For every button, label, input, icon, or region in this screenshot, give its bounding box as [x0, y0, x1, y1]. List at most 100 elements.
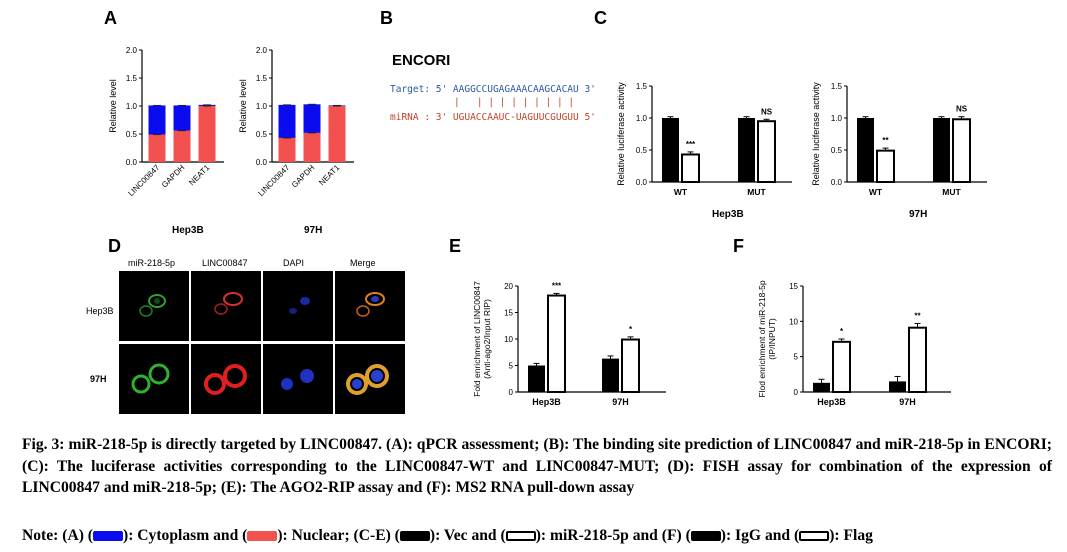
- x-tick-label: LINC00847: [256, 163, 291, 198]
- figure-caption: Fig. 3: miR-218-5p is directly targeted …: [22, 436, 1052, 496]
- fish-col-linc00847: LINC00847: [202, 258, 248, 268]
- panel-c-97h-chart: 0.0 0.5 1.0 1.5 Relative luciferase activity…: [811, 82, 987, 197]
- y-tick-label: 0.5: [256, 130, 268, 139]
- bar-nuclear: [198, 106, 216, 162]
- significance-label: *: [629, 325, 633, 334]
- panel-letter-c: C: [594, 8, 607, 28]
- bar-cytoplasm: [148, 105, 166, 135]
- y-tick-label: 0.0: [636, 178, 648, 187]
- y-tick-label: 10: [789, 317, 798, 326]
- x-tick-label: Hep3B: [817, 397, 846, 407]
- bar-treatment: [832, 340, 851, 393]
- flag-swatch: [799, 531, 830, 541]
- bar-control: [933, 118, 950, 182]
- y-tick-label: 0.0: [831, 178, 843, 187]
- bar-control: [738, 118, 755, 182]
- panel-a-hep3b-chart: 0.0 0.5 1.0 1.5 2.0 Relative level LINC00847GA…: [108, 46, 224, 198]
- mirna-sequence: miRNA : 3' UGUACCAAUC-UAGUUCGUGUU 5': [390, 112, 596, 123]
- y-tick-label: 1.0: [831, 114, 843, 123]
- y-tick-label: 0: [794, 388, 799, 397]
- bar-treatment: [952, 118, 971, 183]
- bar-control: [602, 358, 619, 392]
- fish-97h-linc00847-image: [191, 344, 261, 414]
- panel-letter-a: A: [104, 8, 117, 28]
- bar-treatment: [757, 120, 776, 183]
- panel-a-97h-chart: 0.0 0.5 1.0 1.5 2.0 Relative level LINC00847GA…: [238, 46, 354, 198]
- y-tick-label: 1.5: [256, 74, 268, 83]
- y-axis-label: Fold enrichment of LINC00847: [472, 281, 482, 397]
- y-tick-label: 5: [794, 353, 799, 362]
- y-axis-label: Relative level: [108, 79, 118, 133]
- y-tick-label: 1.0: [126, 102, 138, 111]
- panel-letter-b: B: [380, 8, 393, 28]
- fish-hep3b-merge-image: [335, 271, 405, 341]
- target-sequence: Target: 5' AAGGCCUGAGAAACAAGCACAU 3': [390, 84, 596, 95]
- pairing-lines: | | | | | | | | | |: [454, 97, 575, 108]
- x-tick-label: NEAT1: [317, 163, 342, 188]
- bar-nuclear: [173, 130, 191, 162]
- significance-label: **: [914, 311, 921, 320]
- y-tick-label: 0: [509, 388, 514, 397]
- x-tick-label: 97H: [899, 397, 916, 407]
- bar-nuclear: [303, 132, 321, 162]
- significance-label: ***: [552, 281, 562, 290]
- bar-control: [889, 381, 906, 392]
- bar-control: [662, 118, 679, 182]
- y-axis-label: Flod enrichment of miR-218-5p: [757, 280, 767, 397]
- bar-control: [528, 365, 545, 392]
- x-tick-label: GAPDH: [290, 163, 317, 190]
- panel-a-hep3b-group-label: Hep3B: [172, 225, 204, 236]
- y-tick-label: 0.5: [636, 146, 648, 155]
- significance-label: NS: [761, 107, 773, 116]
- y-tick-label: 1.0: [636, 114, 648, 123]
- x-tick-label: GAPDH: [160, 163, 187, 190]
- y-axis-label: Relative luciferase activity: [811, 82, 821, 186]
- panel-a-97h-group-label: 97H: [304, 225, 323, 236]
- igg-swatch: [690, 531, 721, 541]
- bar-treatment: [876, 149, 895, 183]
- x-tick-label: MUT: [747, 187, 766, 197]
- panel-letter-d: D: [108, 236, 121, 256]
- y-tick-label: 1.5: [636, 82, 648, 91]
- y-tick-label: 10: [504, 335, 513, 344]
- x-tick-label: WT: [869, 187, 883, 197]
- y-tick-label: 0.5: [831, 146, 843, 155]
- bar-cytoplasm: [303, 104, 321, 133]
- fish-hep3b-dapi-image: [263, 271, 333, 341]
- bar-treatment: [908, 326, 927, 393]
- y-tick-label: 2.0: [256, 46, 268, 55]
- y-axis-label-sub: (IP/INPUT): [767, 318, 777, 360]
- y-tick-label: 0.0: [256, 158, 268, 167]
- bar-control: [813, 382, 830, 392]
- y-tick-label: 1.0: [256, 102, 268, 111]
- x-tick-label: 97H: [612, 397, 629, 407]
- y-tick-label: 15: [504, 309, 513, 318]
- fish-97h-merge-image: [335, 344, 405, 414]
- y-tick-label: 15: [789, 282, 798, 291]
- y-tick-label: 20: [504, 282, 513, 291]
- fish-hep3b-linc00847-image: [191, 271, 261, 341]
- x-tick-label: NEAT1: [187, 163, 212, 188]
- panel-letter-e: E: [449, 236, 462, 256]
- y-tick-label: 0.5: [126, 130, 138, 139]
- vec-swatch: [399, 531, 430, 541]
- bar-cytoplasm: [173, 105, 191, 131]
- x-tick-label: Hep3B: [532, 397, 561, 407]
- panel-c-hep3b-group-label: Hep3B: [712, 209, 744, 220]
- encori-title: ENCORI: [392, 52, 451, 69]
- fish-col-mir218: miR-218-5p: [128, 258, 176, 268]
- significance-label: **: [882, 136, 889, 145]
- y-tick-label: 1.5: [126, 74, 138, 83]
- bar-cytoplasm: [278, 104, 296, 138]
- y-tick-label: 1.5: [831, 82, 843, 91]
- bar-treatment: [681, 153, 700, 183]
- significance-label: NS: [956, 105, 968, 114]
- y-axis-label-sub: (Anti-ago2/Input RIP): [482, 299, 492, 379]
- bar-nuclear: [278, 137, 296, 162]
- x-tick-label: MUT: [942, 187, 961, 197]
- fish-hep3b-mir218-image: [119, 271, 189, 341]
- x-tick-label: LINC00847: [126, 163, 161, 198]
- panel-b-encori: ENCORI Target: 5' AAGGCCUGAGAAACAAGCACAU…: [378, 12, 618, 142]
- nuclear-swatch: [247, 531, 278, 541]
- mir218-swatch: [505, 531, 536, 541]
